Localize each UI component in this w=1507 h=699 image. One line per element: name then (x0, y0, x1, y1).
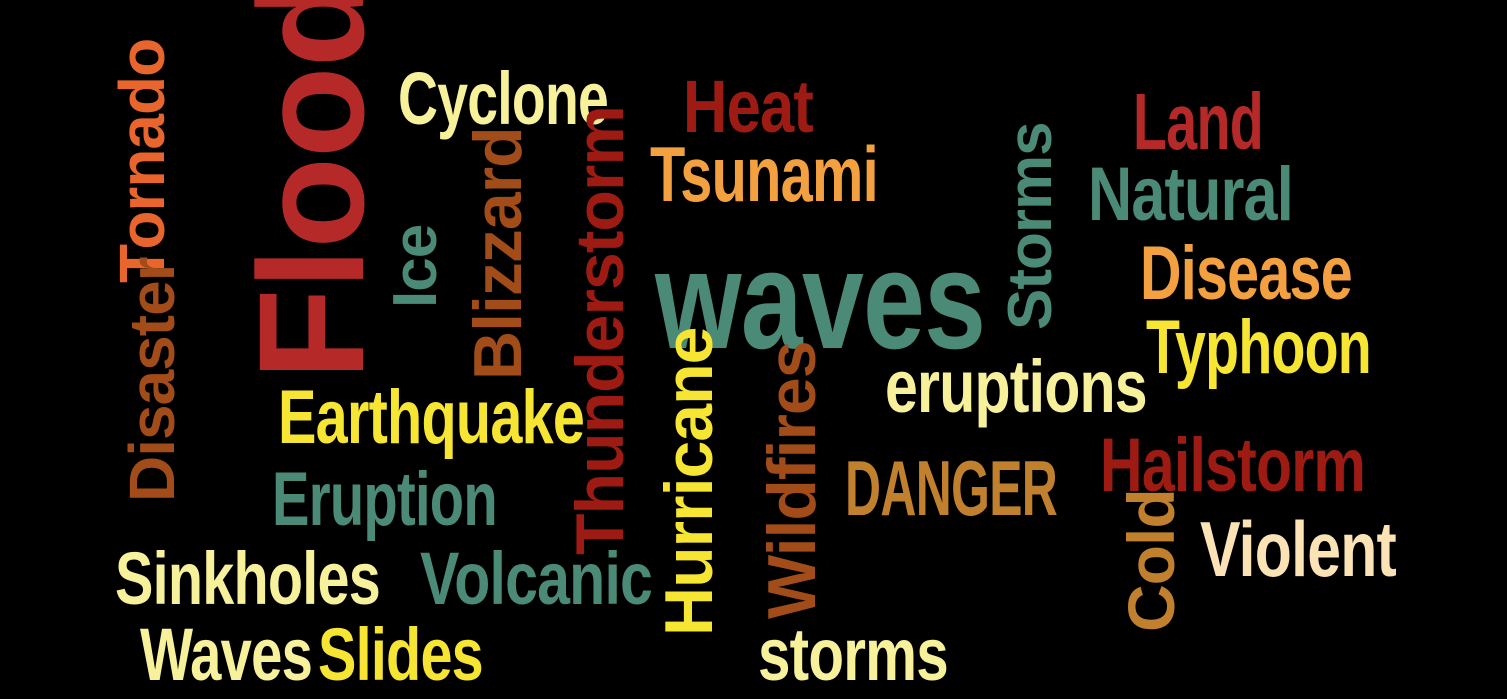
word-floods: Floods (227, 0, 395, 380)
word-sinkholes: Sinkholes (115, 537, 381, 620)
word-disaster: Disaster (116, 257, 188, 502)
word-tornado: Tornado (106, 38, 178, 283)
word-waves-large: waves (655, 221, 986, 378)
word-volcanic: Volcanic (420, 537, 653, 620)
word-thunderstorm: Thunderstorm (562, 106, 638, 555)
word-disease: Disease (1140, 231, 1353, 316)
word-waves-small: Waves (140, 613, 313, 696)
word-violent: Violent (1200, 505, 1397, 593)
word-slides: Slides (318, 613, 484, 696)
word-wildfires: Wildfires (754, 341, 830, 619)
word-hailstorm: Hailstorm (1100, 423, 1366, 508)
word-eruptions: eruptions (885, 345, 1148, 428)
word-earthquake: Earthquake (278, 375, 585, 460)
word-tsunami: Tsunami (650, 130, 879, 218)
word-ice: Ice (381, 224, 450, 308)
word-cyclone: Cyclone (398, 57, 609, 140)
word-storms: storms (758, 613, 949, 696)
word-danger: DANGER (845, 444, 1058, 532)
word-eruption: Eruption (272, 457, 498, 542)
word-heat: Heat (683, 65, 814, 148)
word-land: Land (1133, 77, 1264, 166)
word-hurricane: Hurricane (651, 327, 727, 636)
word-storms-vertical: Storms (996, 122, 1065, 330)
word-cold: Cold (1114, 489, 1188, 632)
word-natural: Natural (1088, 152, 1294, 237)
word-blizzard: Blizzard (460, 127, 536, 380)
word-typhoon: Typhoon (1146, 305, 1372, 390)
